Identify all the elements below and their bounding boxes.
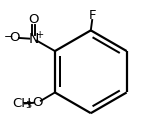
Text: O: O [9,31,19,44]
Text: N: N [28,32,39,46]
Text: 3: 3 [25,101,32,111]
Text: −: − [4,32,13,42]
Text: O: O [28,13,39,26]
Text: F: F [88,9,96,22]
Text: +: + [36,30,44,39]
Text: CH: CH [12,97,31,110]
Text: O: O [32,96,42,109]
